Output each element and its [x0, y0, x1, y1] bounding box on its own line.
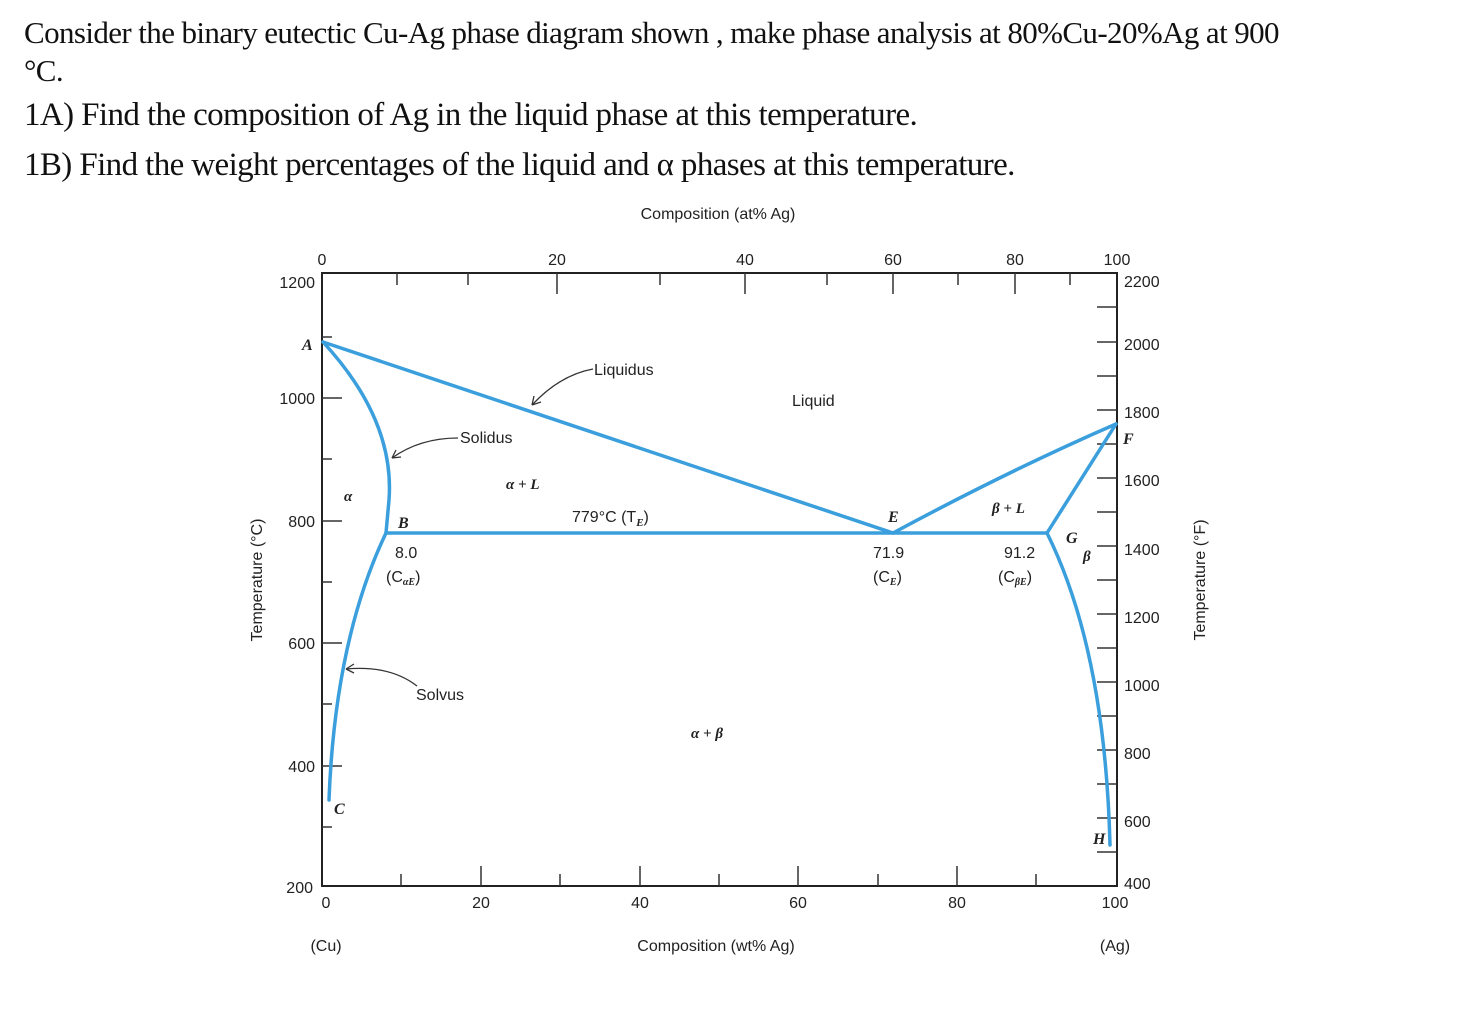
alpha-plus-liquid-label: α + L [506, 477, 540, 493]
right-tick-1200: 1200 [1124, 610, 1160, 627]
e-value: 71.9 [873, 545, 904, 562]
bottom-tick-0: 0 [322, 895, 331, 912]
left-tick-1200: 1200 [279, 275, 315, 292]
b-subscript-label: (CαE) [386, 569, 420, 588]
alpha-region-label: α [344, 489, 353, 505]
solvus-beta [1045, 531, 1112, 847]
g-value: 91.2 [1004, 545, 1035, 562]
top-tick-80: 80 [1006, 252, 1024, 269]
b-value: 8.0 [395, 545, 417, 562]
right-tick-1400: 1400 [1124, 542, 1160, 559]
solvus-alpha [327, 531, 388, 802]
liquid-region-label: Liquid [792, 393, 835, 410]
point-h: H [1092, 831, 1106, 848]
question-intro-line1: Consider the binary eutectic Cu-Ag phase… [24, 15, 1280, 50]
top-tick-100: 100 [1104, 252, 1131, 269]
eutectic-temperature-label: 779°C (TE) [572, 509, 649, 529]
beta-region-label: β [1082, 549, 1091, 565]
top-axis-title: Composition (at% Ag) [641, 206, 796, 223]
right-tick-400: 400 [1124, 876, 1151, 893]
liquidus-ag-side [891, 422, 1118, 535]
top-axis-labels: 0 20 40 60 80 100 [318, 252, 1131, 269]
phase-boundaries [321, 340, 1118, 847]
liquidus-label: Liquidus [594, 362, 654, 379]
liquidus-arrowhead [531, 395, 542, 406]
solidus-label: Solidus [460, 430, 512, 447]
left-tick-800: 800 [288, 514, 315, 531]
solidus-alpha [321, 340, 392, 535]
point-c: C [334, 801, 345, 818]
point-g: G [1066, 530, 1078, 547]
right-tick-1600: 1600 [1124, 473, 1160, 490]
liquidus-arrow [531, 368, 594, 406]
question-intro-line2: °C. [24, 53, 64, 88]
right-tick-1000: 1000 [1124, 678, 1160, 695]
left-axis-labels: 1200 1000 800 600 400 200 [279, 275, 315, 897]
liquidus-cu-side [321, 340, 895, 535]
left-axis-ticks [322, 336, 342, 828]
question-part-a: 1A) Find the composition of Ag in the li… [24, 97, 918, 133]
bottom-tick-100: 100 [1102, 895, 1129, 912]
g-subscript-label: (CβE) [998, 569, 1032, 588]
point-e: E [887, 509, 899, 526]
top-tick-40: 40 [736, 252, 754, 269]
bottom-tick-20: 20 [472, 895, 490, 912]
solidus-arrowhead [391, 449, 402, 459]
point-b: B [397, 515, 409, 532]
e-subscript-label: (CE) [873, 569, 902, 588]
bottom-tick-40: 40 [631, 895, 649, 912]
alpha-plus-beta-label: α + β [691, 726, 723, 742]
left-tick-1000: 1000 [279, 391, 315, 408]
right-tick-2200: 2200 [1124, 274, 1160, 291]
left-tick-200: 200 [286, 880, 313, 897]
right-tick-600: 600 [1124, 814, 1151, 831]
top-tick-60: 60 [884, 252, 902, 269]
solvus-label: Solvus [416, 687, 464, 704]
right-tick-2000: 2000 [1124, 337, 1160, 354]
solidus-arrow [391, 437, 459, 459]
bottom-tick-60: 60 [789, 895, 807, 912]
top-tick-20: 20 [548, 252, 566, 269]
ag-label: (Ag) [1100, 938, 1130, 955]
question-intro: Consider the binary eutectic Cu-Ag phase… [24, 14, 1444, 90]
solvus-arrow [345, 667, 418, 687]
point-f: F [1122, 431, 1134, 448]
annotation-labels: Liquidus Solidus Solvus Liquid [416, 362, 835, 704]
annotation-arrows [345, 368, 594, 687]
beta-plus-liquid-label: β + L [991, 501, 1025, 517]
right-axis-labels: 2200 2000 1800 1600 1400 1200 1000 800 6… [1124, 274, 1160, 893]
cu-label: (Cu) [310, 938, 341, 955]
bottom-axis-title: Composition (wt% Ag) [637, 938, 794, 955]
question-text: Consider the binary eutectic Cu-Ag phase… [24, 14, 1444, 190]
right-axis-title: Temperature (°F) [1192, 519, 1209, 640]
eutectic-compositions: 8.0 (CαE) 71.9 (CE) 91.2 (CβE) [386, 545, 1035, 588]
left-tick-600: 600 [288, 636, 315, 653]
top-axis-ticks [396, 273, 1071, 294]
solidus-beta [1045, 422, 1118, 535]
point-labels: A B C E F G H [301, 337, 1134, 848]
question-part-b: 1B) Find the weight percentages of the l… [24, 147, 1015, 183]
right-tick-800: 800 [1124, 746, 1151, 763]
left-axis-title: Temperature (°C) [249, 519, 266, 642]
point-a: A [301, 337, 313, 354]
right-tick-1800: 1800 [1124, 405, 1160, 422]
solvus-arrowhead [345, 663, 355, 674]
region-labels: α α + L β + L β α + β [344, 477, 1091, 742]
bottom-tick-80: 80 [948, 895, 966, 912]
right-axis-ticks [1097, 306, 1117, 853]
bottom-axis-labels: 0 20 40 60 80 100 [322, 895, 1129, 912]
top-tick-0: 0 [318, 252, 327, 269]
left-tick-400: 400 [288, 759, 315, 776]
bottom-axis-ticks [400, 866, 1037, 886]
